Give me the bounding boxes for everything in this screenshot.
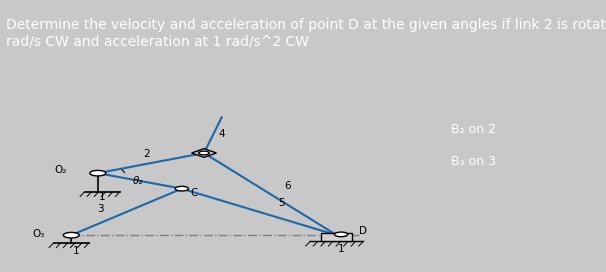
- Text: O₂: O₂: [55, 165, 67, 175]
- Text: 6: 6: [285, 181, 291, 191]
- Text: 1: 1: [338, 244, 344, 254]
- Text: 1: 1: [99, 191, 105, 202]
- Text: 4: 4: [218, 129, 225, 139]
- Text: Determine the velocity and acceleration of point D at the given angles if link 2: Determine the velocity and acceleration …: [6, 18, 606, 49]
- Text: B₂ on 2: B₂ on 2: [451, 123, 496, 136]
- Text: 1: 1: [72, 246, 79, 256]
- Text: 5: 5: [278, 198, 285, 208]
- Circle shape: [335, 232, 348, 237]
- Text: 2: 2: [143, 149, 150, 159]
- Circle shape: [90, 170, 106, 176]
- Circle shape: [63, 232, 79, 238]
- Text: B₃ on 3: B₃ on 3: [451, 155, 496, 168]
- Circle shape: [175, 186, 188, 191]
- Text: C: C: [191, 188, 198, 198]
- Text: O₃: O₃: [32, 229, 45, 239]
- Polygon shape: [191, 149, 216, 157]
- Text: 3: 3: [97, 204, 104, 214]
- Text: D: D: [359, 225, 367, 236]
- Text: θ₂: θ₂: [133, 176, 144, 186]
- Circle shape: [199, 151, 209, 155]
- Bar: [321, 233, 352, 241]
